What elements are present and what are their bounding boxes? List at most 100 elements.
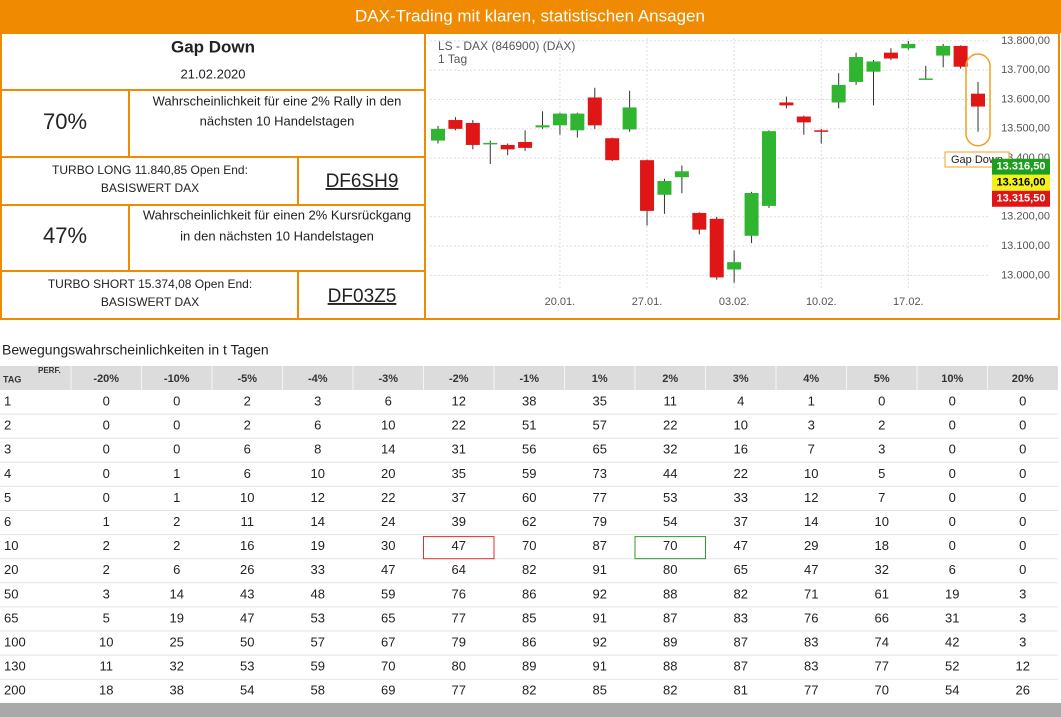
cell: 12 — [311, 490, 325, 505]
scrollbar[interactable] — [0, 703, 1061, 717]
candle-body — [570, 113, 585, 131]
cell: 11 — [664, 393, 678, 408]
candle-body — [535, 125, 550, 128]
cell: 92 — [593, 634, 607, 649]
cell: 82 — [663, 683, 677, 698]
cell: 85 — [593, 683, 607, 698]
cell: 0 — [1019, 466, 1026, 481]
cell: 81 — [734, 683, 748, 698]
cell: 0 — [1019, 393, 1026, 408]
cell: 83 — [804, 634, 818, 649]
cell: 82 — [522, 683, 536, 698]
cell: 6 — [173, 562, 180, 577]
cell: 5 — [103, 610, 110, 625]
cell: 38 — [522, 393, 536, 408]
price-tag — [992, 190, 1050, 207]
row-label: 3 — [4, 442, 11, 457]
cell: 0 — [949, 538, 956, 553]
row-label: 1 — [4, 393, 11, 408]
long-code[interactable]: DF6SH9 — [326, 171, 399, 192]
cell: 3 — [1019, 634, 1026, 649]
cell: 0 — [1019, 562, 1026, 577]
cell: 56 — [522, 442, 536, 457]
cell: 3 — [1019, 586, 1026, 601]
cell: 6 — [244, 466, 251, 481]
cell: 6 — [385, 393, 392, 408]
candle-body — [657, 180, 672, 195]
cell: 47 — [381, 562, 395, 577]
candle-body — [918, 78, 933, 80]
candlestick-chart: LS - DAX (846900) (DAX) 1 Tag 13.000,00 1… — [430, 35, 1050, 308]
cell: 0 — [878, 393, 885, 408]
cell: 0 — [1019, 514, 1026, 529]
cell: 2 — [103, 538, 110, 553]
cell: 3 — [878, 442, 885, 457]
panel-frame — [0, 32, 1060, 320]
row-label: 130 — [4, 659, 26, 674]
cell: 14 — [170, 586, 184, 601]
row-label: 65 — [4, 610, 18, 625]
cell: 19 — [170, 610, 184, 625]
cell: 18 — [875, 538, 889, 553]
short-text: in den nächsten 10 Handelstagen — [180, 228, 374, 243]
short-text: Wahrscheinlichkeit für einen 2% Kursrück… — [143, 207, 411, 222]
candle-body — [605, 138, 620, 161]
candle-body — [849, 57, 864, 82]
candle-body — [640, 160, 655, 211]
cell: 10 — [875, 514, 889, 529]
cell: 33 — [311, 562, 325, 577]
cell: 22 — [734, 466, 748, 481]
cell: 79 — [593, 514, 607, 529]
cell: 37 — [452, 490, 466, 505]
cell: 66 — [875, 610, 889, 625]
cell: 2 — [103, 562, 110, 577]
cell: 16 — [734, 442, 748, 457]
x-tick-label: 20.01. — [545, 296, 576, 308]
cell: 0 — [949, 418, 956, 433]
cell: 50 — [240, 634, 254, 649]
cell: 0 — [103, 393, 110, 408]
cell: 65 — [593, 442, 607, 457]
candle-body — [674, 171, 689, 178]
cell: 26 — [240, 562, 254, 577]
cell: 7 — [878, 490, 885, 505]
cell: 26 — [1016, 683, 1030, 698]
cell: 37 — [734, 514, 748, 529]
cell: 35 — [452, 466, 466, 481]
cell-highlight — [423, 536, 495, 560]
candle-body — [518, 142, 533, 148]
y-tick-label: 13.200,00 — [1001, 211, 1050, 223]
cell: 0 — [103, 442, 110, 457]
cell: 2 — [244, 418, 251, 433]
cell: 2 — [244, 393, 251, 408]
x-tick-label: 03.02. — [719, 296, 750, 308]
cell: 77 — [452, 610, 466, 625]
cell: 82 — [522, 562, 536, 577]
highlight-ellipse — [965, 53, 991, 147]
long-product: TURBO LONG 11.840,85 Open End: — [52, 163, 248, 177]
cell: 80 — [452, 659, 466, 674]
corner-label: TAG — [3, 374, 21, 384]
cell: 0 — [949, 442, 956, 457]
short-code[interactable]: DF03Z5 — [328, 286, 397, 307]
y-tick-label: 13.000,00 — [1001, 269, 1050, 281]
long-product: BASISWERT DAX — [101, 181, 199, 195]
table: TAG PERF. -20% -10% -5% -4% -3% -2% -1% 1% 2% 3% 4% 5… — [0, 366, 1058, 704]
cell: 0 — [173, 418, 180, 433]
column-header: -4% — [308, 373, 328, 385]
candle-body — [622, 107, 637, 130]
cell: 48 — [311, 586, 325, 601]
cell: 10 — [311, 466, 325, 481]
cell: 35 — [593, 393, 607, 408]
corner-label: PERF. — [38, 366, 61, 375]
cell: 51 — [522, 418, 536, 433]
column-header: -2% — [449, 373, 469, 385]
candle-body — [953, 45, 968, 67]
column-header: 3% — [733, 373, 749, 385]
cell: 10 — [240, 490, 254, 505]
cell: 91 — [593, 659, 607, 674]
column-header: -1% — [519, 373, 539, 385]
cell: 14 — [804, 514, 818, 529]
cell: 53 — [311, 610, 325, 625]
